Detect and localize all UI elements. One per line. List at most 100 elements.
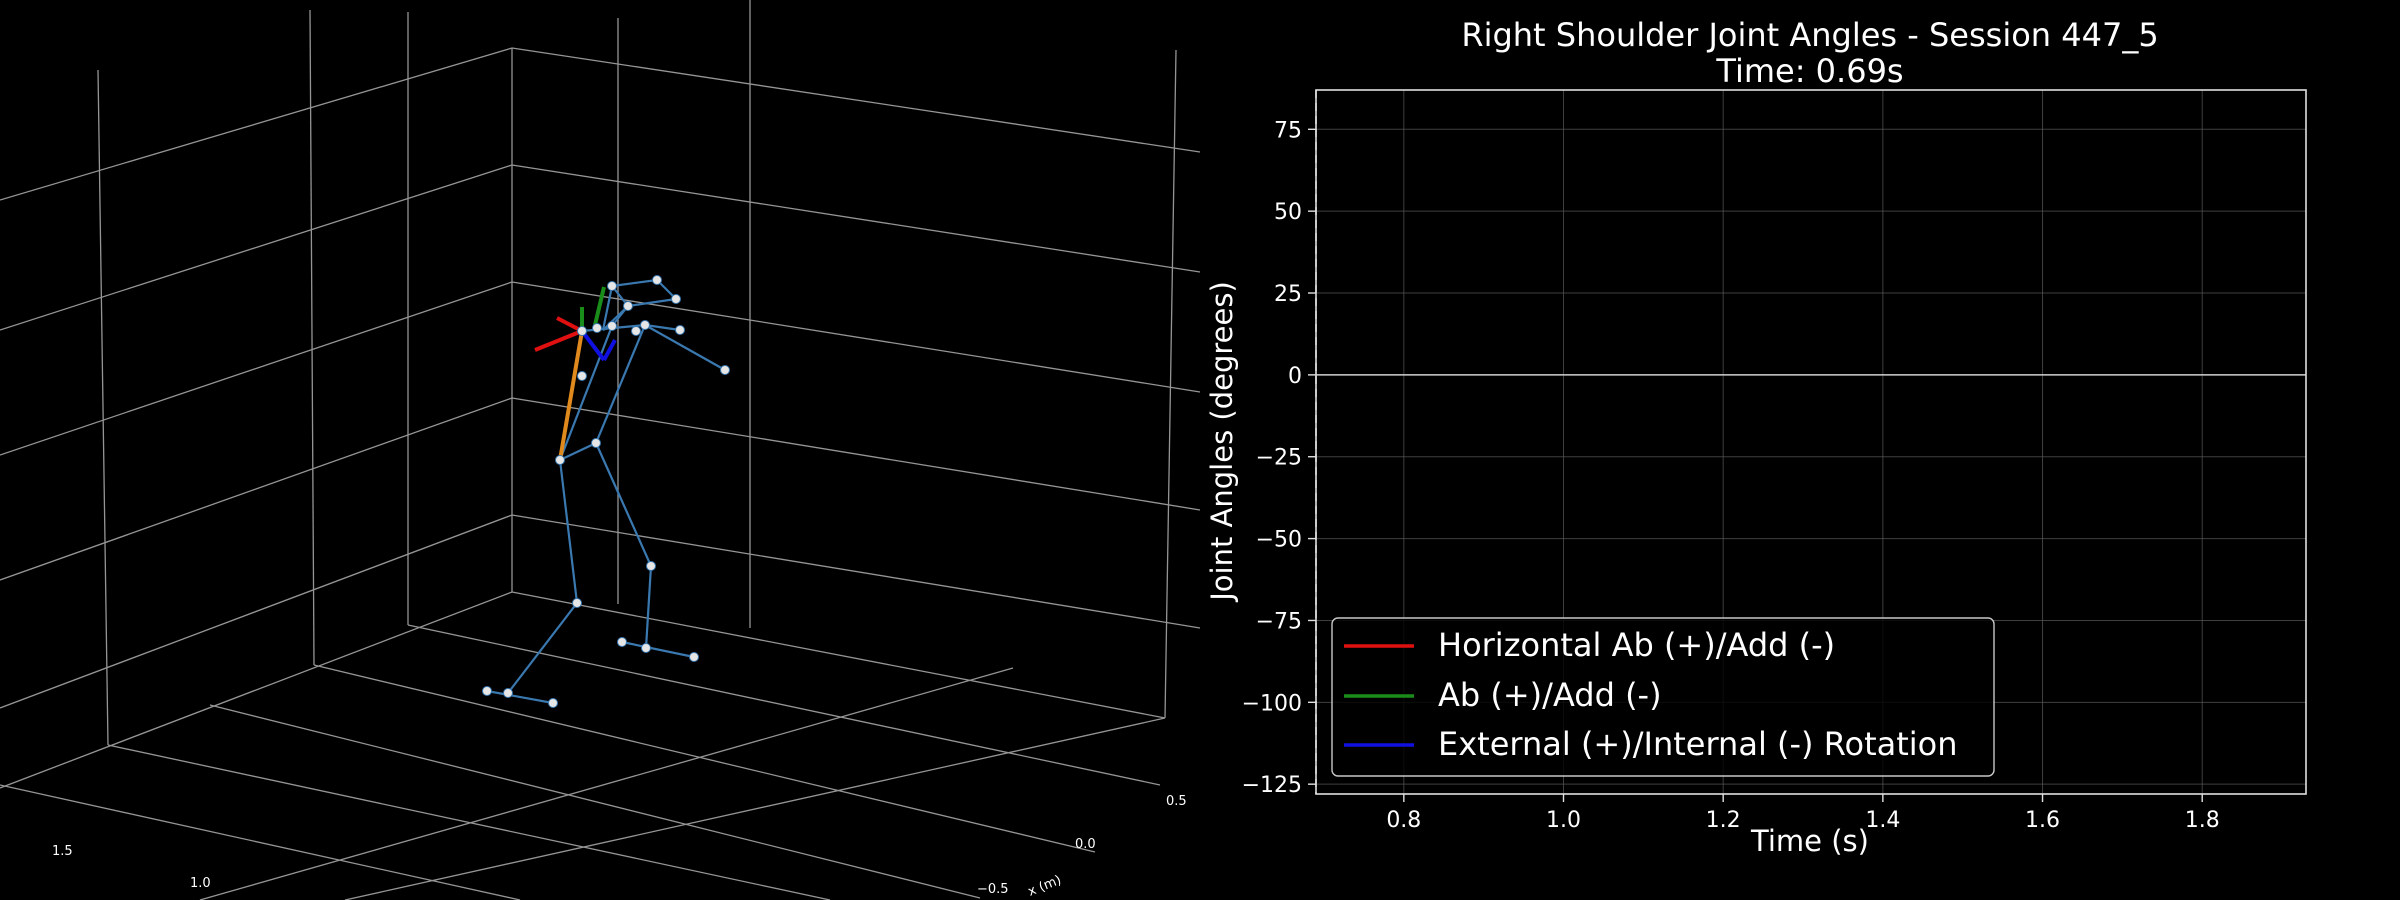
joint-marker: [720, 365, 730, 375]
x-tick-label: 1.2: [1706, 808, 1741, 833]
legend-label-horizontal-abduction: Horizontal Ab (+)/Add (-): [1438, 626, 1835, 664]
y-tick-label: −75: [1256, 609, 1302, 634]
shoulder-axis-z-2: [602, 339, 617, 361]
bone: [601, 285, 614, 331]
legend-box: [1331, 617, 1995, 777]
x-tick-label: 1.4: [1865, 808, 1900, 833]
joint-marker: [482, 686, 492, 696]
shoulder-axis-y-forearm: [593, 286, 606, 326]
upper-arm-segment: [558, 330, 584, 461]
joint-marker: [577, 371, 587, 381]
skeleton-joints: [482, 275, 730, 708]
bone: [611, 278, 658, 288]
x-tick-label: 1.0: [1546, 808, 1581, 833]
grid-line: [107, 744, 831, 900]
grid-line: [511, 164, 1201, 273]
joint-marker: [503, 688, 513, 698]
grid-3d: [0, 0, 1201, 900]
x-axis-label: Time (s): [1750, 824, 1869, 858]
joint-angle-chart: Right Shoulder Joint Angles - Session 44…: [1205, 16, 2307, 858]
x-tick-label: 1.8: [2185, 808, 2220, 833]
grid-line: [511, 281, 1201, 393]
x-axis-label-3d: x (m): [1026, 873, 1064, 900]
grid-line: [0, 281, 513, 456]
y-tick-label: −125: [1242, 773, 1302, 798]
grid-line: [309, 9, 315, 666]
joint-marker: [591, 438, 601, 448]
joint-marker: [640, 320, 650, 330]
grid-line: [0, 47, 513, 201]
bone: [644, 324, 726, 371]
legend-label-rotation: External (+)/Internal (-) Rotation: [1438, 725, 1958, 763]
chart-title: Right Shoulder Joint Angles - Session 44…: [1461, 16, 2158, 54]
x-tick-label-3d: 0.5: [1166, 794, 1187, 809]
grid-line: [0, 514, 513, 709]
grid-line: [0, 164, 513, 331]
y-tick-label: −100: [1242, 691, 1302, 716]
grid-line: [407, 624, 1161, 786]
x-tick-label-3d: −0.5: [977, 882, 1009, 897]
y-tick-label: 75: [1274, 118, 1302, 143]
skeleton-3d-view: 0.5 0.0 −0.5 x (m) 1.5 1.0: [0, 0, 1201, 900]
bone: [644, 323, 681, 332]
y-tick-label-3d: 1.5: [52, 844, 73, 859]
joint-marker: [689, 652, 699, 662]
shoulder-axis-x: [534, 329, 583, 352]
chart-legend: Horizontal Ab (+)/Add (-) Ab (+)/Add (-)…: [1331, 617, 1995, 777]
bone: [558, 459, 579, 604]
y-axis-ticks: 75 50 25 0 −25 −50 −75 −100 −125: [1242, 118, 1316, 798]
grid-line: [209, 704, 981, 899]
y-tick-label: 0: [1288, 364, 1302, 389]
legend-label-abduction: Ab (+)/Add (-): [1438, 676, 1662, 714]
shoulder-axis-z: [580, 329, 606, 362]
y-tick-label: −50: [1256, 528, 1302, 553]
grid-line: [1164, 49, 1177, 719]
joint-marker: [646, 561, 656, 571]
joint-marker: [652, 275, 662, 285]
bone: [558, 325, 614, 461]
grid-line: [97, 69, 109, 746]
joint-marker: [572, 598, 582, 608]
joint-marker: [607, 321, 617, 331]
bone: [627, 297, 677, 308]
x-tick-label: 0.8: [1386, 808, 1421, 833]
grid-line: [199, 667, 1014, 900]
bone: [486, 689, 554, 705]
y-tick-label-3d: 1.0: [190, 876, 211, 891]
bone: [621, 640, 695, 659]
grid-line: [511, 514, 1201, 629]
joint-marker: [675, 325, 685, 335]
y-tick-label: −25: [1256, 446, 1302, 471]
joint-marker: [592, 323, 602, 333]
grid-line: [0, 397, 513, 581]
joint-marker: [555, 455, 565, 465]
joint-marker: [617, 637, 627, 647]
bone: [594, 442, 653, 567]
joint-marker: [548, 698, 558, 708]
grid-line: [511, 591, 1166, 719]
grid-line: [511, 47, 1201, 153]
grid-line: [0, 591, 513, 789]
bone: [594, 324, 647, 444]
joint-marker: [671, 294, 681, 304]
plot-area: [1315, 89, 2307, 795]
x-axis-ticks: 0.8 1.0 1.2 1.4 1.6 1.8: [1386, 794, 2220, 833]
joint-marker: [577, 326, 587, 336]
grid-line: [344, 717, 1166, 900]
chart-subtitle: Time: 0.69s: [1715, 52, 1903, 90]
bone: [559, 442, 597, 461]
y-tick-label: 25: [1274, 282, 1302, 307]
joint-marker: [623, 301, 633, 311]
grid-line: [511, 397, 1201, 511]
y-tick-label: 50: [1274, 200, 1302, 225]
x-tick-label: 1.6: [2025, 808, 2060, 833]
bone: [644, 565, 653, 649]
skeleton-bones: [486, 278, 726, 705]
y-axis-label: Joint Angles (degrees): [1205, 281, 1239, 603]
x-tick-label-3d: 0.0: [1075, 837, 1096, 852]
joint-marker: [631, 326, 641, 336]
bone: [507, 602, 578, 694]
joint-marker: [641, 643, 651, 653]
grid-line: [313, 664, 1096, 853]
